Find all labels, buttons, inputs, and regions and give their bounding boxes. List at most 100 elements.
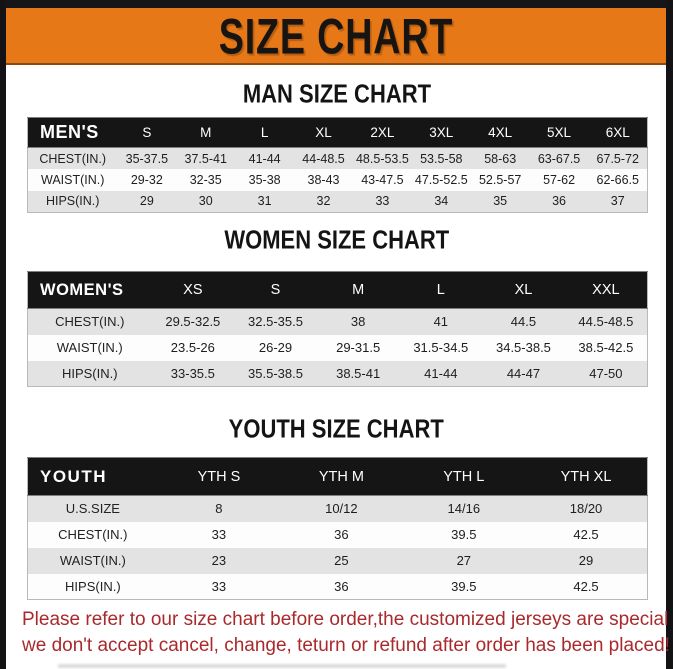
measurement-cell: 52.5-57 <box>478 172 522 187</box>
measurement-cell: 44.5-48.5 <box>578 314 634 330</box>
youth-size-table-wrap: YOUTH YTH S YTH M YTH L YTH XL U.S.SIZE 8 10/12… <box>27 457 648 600</box>
measurement-cell: 29-31.5 <box>336 340 381 355</box>
measurement-cell: 23.5-26 <box>170 340 215 355</box>
measurement-cell: 62-66.5 <box>596 172 639 187</box>
measurement-cell: 38-43 <box>307 172 340 187</box>
right-border-bar <box>666 0 673 669</box>
measurement-cell: 33 <box>375 194 390 208</box>
measurement-cell: 47.5-52.5 <box>414 172 468 187</box>
measurement-cell: 37.5-41 <box>184 151 227 166</box>
measurement-cell: 32.5-35.5 <box>248 314 303 330</box>
measurement-cell: 47-50 <box>589 365 623 381</box>
table-header-row: MEN'S S M L XL 2XL 3XL 4XL 5XL 6XL <box>27 117 648 148</box>
table-row: WAIST(IN.) 23 25 27 29 <box>27 547 648 574</box>
measurement-cell: 48.5-53.5 <box>355 151 409 166</box>
measurement-cell: 44-47 <box>506 365 541 381</box>
table-category-cell: WOMEN'S <box>27 271 152 309</box>
size-header-cell: 2XL <box>352 117 412 148</box>
measurement-cell: 44-48.5 <box>302 151 345 166</box>
section-title-youth: YOUTH SIZE CHART <box>228 414 445 444</box>
table-header-row: YOUTH YTH S YTH M YTH L YTH XL <box>27 457 648 496</box>
size-header-cell: L <box>235 117 295 148</box>
measurement-cell: 37 <box>610 194 625 208</box>
top-border-bar <box>0 0 673 8</box>
size-header-cell: XL <box>482 271 565 309</box>
table-row: WAIST(IN.) 23.5-26 26-29 29-31.5 31.5-34.5 34… <box>27 334 648 361</box>
measurement-cell: 36 <box>334 527 349 542</box>
measurement-cell: 36 <box>334 578 349 594</box>
row-label: CHEST(IN.) <box>58 527 128 542</box>
size-header-cell: 5XL <box>529 117 589 148</box>
measurement-cell: 33 <box>211 527 227 542</box>
size-header-cell: XL <box>294 117 353 148</box>
row-label: CHEST(IN.) <box>55 314 125 330</box>
measurement-cell: 31.5-34.5 <box>413 340 469 355</box>
measurement-cell: 35-37.5 <box>125 151 169 166</box>
table-row: CHEST(IN.) 35-37.5 37.5-41 41-44 44-48.5 48.5… <box>27 147 648 169</box>
measurement-cell: 67.5-72 <box>596 151 639 166</box>
table-row: WAIST(IN.) 29-32 32-35 35-38 38-43 43-47.5 47.… <box>27 169 648 191</box>
size-header-cell: YTH L <box>402 457 526 496</box>
measurement-cell: 29 <box>139 194 154 208</box>
row-label: WAIST(IN.) <box>59 553 126 568</box>
measurement-cell: 35.5-38.5 <box>248 365 303 381</box>
size-header-cell: XS <box>151 271 235 309</box>
table-row: CHEST(IN.) 33 36 39.5 42.5 <box>27 521 648 548</box>
measurement-cell: 27 <box>456 553 472 568</box>
measurement-cell: 32 <box>316 194 331 208</box>
measurement-cell: 33-35.5 <box>170 365 215 381</box>
measurement-cell: 29.5-32.5 <box>165 314 221 330</box>
size-header-cell: M <box>316 271 400 309</box>
size-header-cell: L <box>399 271 483 309</box>
measurement-cell: 31 <box>257 194 272 208</box>
measurement-cell: 58-63 <box>484 151 517 166</box>
footer-notice: Please refer to our size chart before or… <box>22 607 673 659</box>
measurement-cell: 38.5-42.5 <box>578 340 634 355</box>
measurement-cell: 43-47.5 <box>361 172 404 187</box>
measurement-cell: 36 <box>552 194 567 208</box>
row-label: WAIST(IN.) <box>56 340 123 355</box>
bottom-artifact-line <box>58 664 506 668</box>
measurement-cell: 44.5 <box>510 314 537 330</box>
measurement-cell: 18/20 <box>569 501 603 517</box>
measurement-cell: 25 <box>334 553 349 568</box>
row-label: HIPS(IN.) <box>61 365 118 381</box>
women-size-table-wrap: WOMEN'S XS S M L XL XXL CHEST(IN.) 29.5-32.5 32.5… <box>27 271 648 387</box>
measurement-cell: 35-38 <box>248 172 281 187</box>
measurement-cell: 39.5 <box>451 527 477 542</box>
size-header-cell: YTH M <box>280 457 403 496</box>
table-header-row: WOMEN'S XS S M L XL XXL <box>27 271 648 309</box>
footer-line-2: we don't accept cancel, change, teturn o… <box>22 635 670 656</box>
row-label: HIPS(IN.) <box>45 194 100 208</box>
row-label: CHEST(IN.) <box>39 151 107 166</box>
measurement-cell: 42.5 <box>573 578 599 594</box>
size-header-cell: 4XL <box>470 117 530 148</box>
table-row: HIPS(IN.) 33 36 39.5 42.5 <box>27 573 648 600</box>
measurement-cell: 38.5-41 <box>336 365 381 381</box>
row-label: HIPS(IN.) <box>65 578 121 594</box>
table-category-cell: MEN'S <box>27 117 118 148</box>
row-label: U.S.SIZE <box>65 501 120 517</box>
size-header-cell: 3XL <box>411 117 471 148</box>
measurement-cell: 42.5 <box>573 527 599 542</box>
measurement-cell: 32-35 <box>189 172 222 187</box>
table-category-cell: YOUTH <box>27 457 158 496</box>
left-border-bar <box>0 0 6 669</box>
size-header-cell: S <box>117 117 177 148</box>
section-title-women: WOMEN SIZE CHART <box>224 225 449 255</box>
size-header-cell: 6XL <box>588 117 648 148</box>
size-header-cell: YTH XL <box>525 457 648 496</box>
table-row: CHEST(IN.) 29.5-32.5 32.5-35.5 38 41 44.5 44.5… <box>27 308 648 335</box>
size-header-cell: YTH S <box>157 457 281 496</box>
measurement-cell: 39.5 <box>451 578 477 594</box>
measurement-cell: 53.5-58 <box>420 151 463 166</box>
size-header-cell: M <box>176 117 236 148</box>
page-title: SIZE CHART <box>218 7 454 64</box>
measurement-cell: 29 <box>578 553 594 568</box>
footer-line-1: Please refer to our size chart before or… <box>22 609 673 630</box>
measurement-cell: 30 <box>198 194 213 208</box>
measurement-cell: 8 <box>215 501 223 517</box>
size-header-cell: S <box>234 271 317 309</box>
measurement-cell: 14/16 <box>447 501 481 517</box>
men-size-table: MEN'S S M L XL 2XL 3XL 4XL 5XL 6XL CHEST(IN.) 35-37… <box>27 117 648 213</box>
